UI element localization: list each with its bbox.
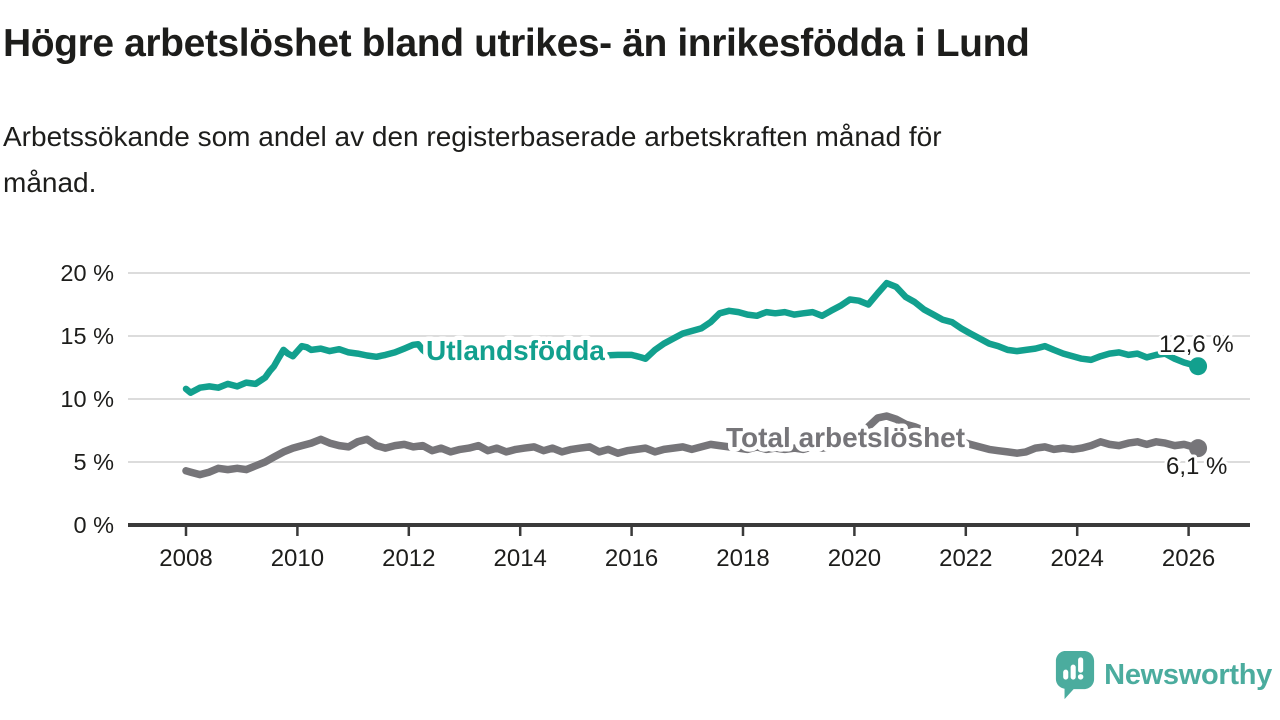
series-label-total-arbetsloshet: Total arbetslöshet bbox=[726, 422, 965, 453]
series-end-dot-total bbox=[1189, 439, 1208, 458]
end-value-label-utlandsfodda: 12,6 % bbox=[1159, 331, 1234, 358]
x-tick-label: 2024 bbox=[1051, 545, 1104, 572]
chart-subtitle: Arbetssökande som andel av den registerb… bbox=[3, 121, 942, 199]
y-tick-label: 20 % bbox=[60, 260, 114, 286]
newsworthy-logo: Newsworthy bbox=[1055, 650, 1272, 701]
series-end-dot-utlandsfodda bbox=[1189, 357, 1208, 376]
newsworthy-logo-icon bbox=[1056, 650, 1095, 700]
y-tick-label: 10 % bbox=[60, 386, 114, 412]
x-tick-label: 2026 bbox=[1162, 545, 1215, 572]
series-label-utlandsfodda: Utlandsfödda bbox=[426, 335, 605, 366]
logo-bar-small bbox=[1063, 669, 1069, 680]
logo-bar-medium bbox=[1070, 664, 1076, 680]
y-tick-label: 0 % bbox=[74, 512, 115, 538]
newsworthy-logo-text: Newsworthy bbox=[1104, 659, 1272, 691]
x-tick-label: 2014 bbox=[494, 545, 547, 572]
logo-exclamation-bar bbox=[1078, 657, 1084, 673]
end-value-label-total: 6,1 % bbox=[1166, 453, 1227, 480]
page-title: Högre arbetslöshet bland utrikes- än inr… bbox=[3, 22, 1030, 65]
series-line-utlandsfodda bbox=[182, 279, 1202, 396]
x-tick-label: 2020 bbox=[828, 545, 881, 572]
logo-exclamation-dot bbox=[1078, 674, 1084, 680]
x-tick-label: 2008 bbox=[159, 545, 212, 572]
y-tick-label: 15 % bbox=[60, 323, 114, 349]
x-tick-label: 2022 bbox=[939, 545, 992, 572]
x-tick-label: 2010 bbox=[271, 545, 324, 572]
series-line-total bbox=[182, 412, 1202, 479]
x-tick-label: 2012 bbox=[382, 545, 435, 572]
x-tick-label: 2016 bbox=[605, 545, 658, 572]
y-tick-label: 5 % bbox=[74, 449, 115, 475]
chart-generated-layer: 0 % 5 % 10 % 15 % 20 % 2008 2010 2012 2014 2016 20… bbox=[60, 260, 1250, 572]
x-tick-label: 2018 bbox=[716, 545, 769, 572]
